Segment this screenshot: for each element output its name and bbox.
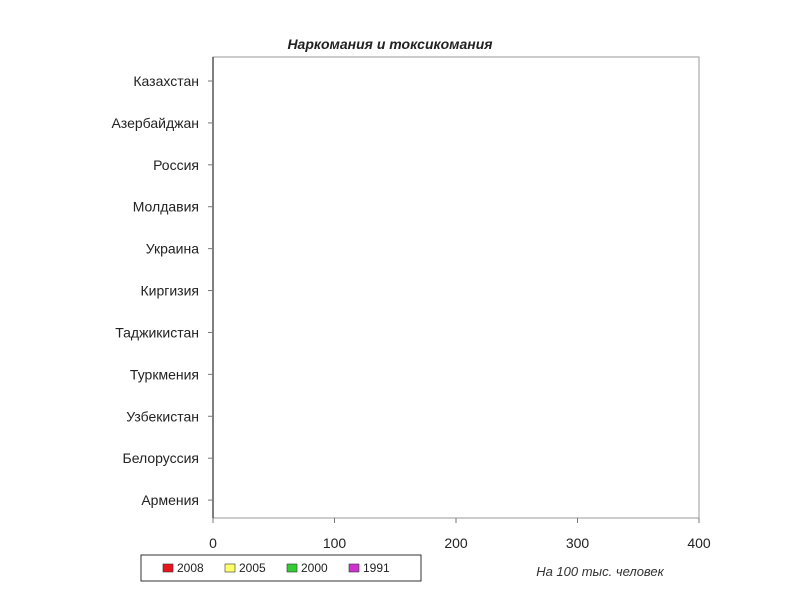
legend: 2008 2005 2000 1991 — [140, 554, 422, 582]
category-label: Молдавия — [133, 199, 199, 215]
chart-title: Наркомания и токсикомания — [287, 36, 492, 52]
legend-swatch-2008 — [162, 563, 174, 573]
legend-label-2000: 2000 — [301, 561, 328, 575]
x-tick-label: 0 — [209, 535, 217, 551]
x-tick-label: 400 — [687, 535, 711, 551]
plot-frame — [212, 56, 700, 519]
category-label: Армения — [141, 492, 199, 508]
legend-label-1991: 1991 — [363, 561, 390, 575]
category-label: Россия — [153, 157, 199, 173]
category-label: Белоруссия — [123, 450, 200, 466]
axes — [208, 56, 700, 523]
legend-box — [140, 554, 422, 582]
category-label: Казахстан — [133, 73, 199, 89]
category-label: Украина — [146, 241, 200, 257]
x-tick-label: 300 — [566, 535, 590, 551]
category-label: Азербайджан — [111, 115, 199, 131]
x-tick-labels: 0 100 200 300 400 — [209, 535, 711, 551]
x-tick-label: 100 — [323, 535, 347, 551]
legend-label-2008: 2008 — [177, 561, 204, 575]
legend-swatch-2005 — [224, 563, 236, 573]
category-label: Таджикистан — [115, 324, 199, 340]
legend-label-2005: 2005 — [239, 561, 266, 575]
category-label: Туркмения — [130, 366, 199, 382]
category-label: Киргизия — [140, 283, 199, 299]
legend-swatch-2000 — [286, 563, 298, 573]
legend-swatch-1991 — [348, 563, 360, 573]
category-label: Узбекистан — [126, 408, 199, 424]
x-tick-label: 200 — [444, 535, 468, 551]
x-axis-unit-label: На 100 тыс. человек — [536, 564, 664, 579]
category-labels: Казахстан Азербайджан Россия Молдавия Украин… — [111, 73, 199, 508]
